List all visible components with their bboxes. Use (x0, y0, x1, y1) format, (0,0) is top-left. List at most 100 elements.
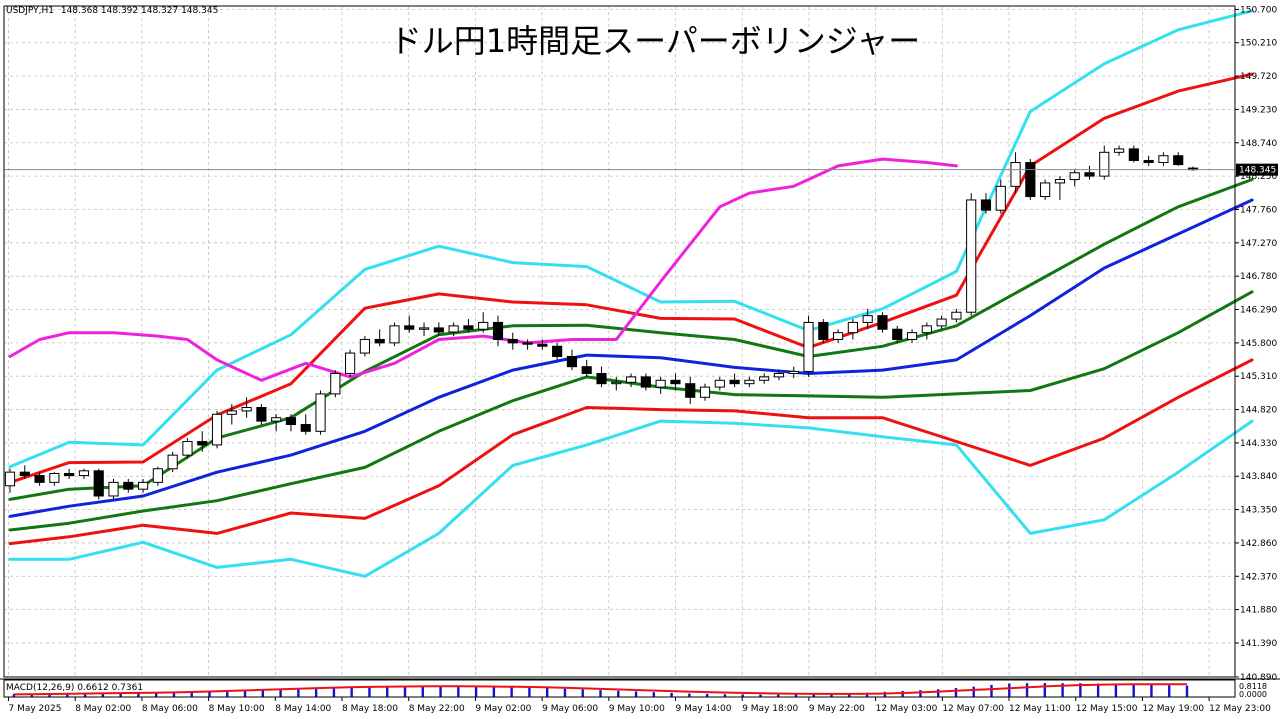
x-tick-label: 8 May 18:00 (342, 704, 398, 714)
candle (1173, 152, 1184, 166)
candle (788, 366, 799, 379)
macd-bar (12, 693, 16, 697)
candle (492, 315, 504, 347)
candle-body-down (670, 379, 681, 385)
candle-body-down (980, 199, 992, 211)
candle-body-up (655, 379, 666, 388)
candle (49, 472, 60, 486)
macd-bar (243, 690, 247, 697)
candle (936, 315, 947, 330)
candle (478, 312, 489, 333)
chart-axes: 148.345 (3, 5, 1278, 701)
y-tick-label: 147.270 (1240, 239, 1277, 249)
macd-bar (492, 686, 496, 697)
candle-body-up (1158, 155, 1169, 164)
candle (921, 322, 932, 340)
candle-body-up (1054, 179, 1065, 184)
candle (611, 376, 622, 391)
band-line-chikou (8, 157, 958, 382)
candle-body-up (359, 338, 370, 354)
macd-bar (581, 689, 584, 697)
candle-body-up (211, 413, 223, 446)
macd-bar (1150, 684, 1153, 697)
candle-body-down (640, 376, 651, 388)
x-tick-label: 8 May 02:00 (75, 704, 131, 714)
x-tick-label: 12 May 03:00 (876, 704, 938, 714)
candle (19, 465, 30, 479)
candle (759, 373, 770, 384)
candle-body-up (803, 321, 814, 372)
candle (1084, 165, 1095, 180)
y-tick-label: 146.780 (1240, 272, 1277, 282)
macd-bar (723, 694, 727, 697)
candle (818, 319, 829, 343)
candle-body-up (788, 370, 799, 374)
band-line-outer-lower (8, 419, 1254, 578)
candle (1040, 179, 1051, 200)
candle (803, 315, 814, 377)
macd-bar (777, 694, 780, 697)
candle (862, 308, 873, 330)
candle-body-down (537, 343, 548, 347)
macd-bar (688, 693, 691, 697)
axis-labels: 150.700 150.210 149.720 149.230 148.740 148.2… (9, 5, 1278, 714)
macd-bar (66, 693, 69, 697)
macd-bar (297, 689, 300, 697)
candle (1187, 166, 1199, 171)
macd-scale-top: 0.8118 (1239, 682, 1267, 691)
macd-bar (1061, 683, 1064, 697)
macd-bar (528, 687, 531, 697)
candle-body-up (167, 454, 178, 470)
candle-body-down (64, 473, 75, 477)
candle-body-down (1025, 162, 1036, 198)
y-tick-label: 149.230 (1240, 105, 1277, 115)
candle-body-up (1040, 182, 1051, 198)
x-tick-label: 9 May 14:00 (676, 704, 732, 714)
macd-bar (865, 692, 869, 697)
macd-bar (954, 688, 958, 697)
candle (699, 383, 711, 401)
candle-body-up (4, 471, 16, 487)
x-tick-label: 7 May 2025 (9, 704, 62, 714)
candle (773, 370, 785, 381)
macd-bar (208, 691, 211, 697)
candle-body-down (19, 471, 30, 477)
candle-body-up (389, 325, 400, 344)
macd-bar (1043, 683, 1047, 697)
candle (1143, 155, 1154, 166)
candle-body-up (744, 379, 755, 385)
macd-bar (1079, 683, 1082, 697)
candle-body-down (877, 315, 888, 330)
band-line-lower-1 (8, 290, 1254, 532)
candle (1099, 145, 1110, 180)
candle-body-down (123, 481, 134, 490)
candle-body-up (773, 372, 785, 378)
candle (182, 438, 193, 459)
candle-body-up (966, 199, 977, 313)
y-tick-label: 150.210 (1240, 39, 1277, 49)
candle (625, 373, 637, 388)
macd-bar (101, 693, 105, 697)
macd-bar (137, 692, 140, 697)
last-price-label: 148.345 (1239, 166, 1276, 176)
candle (995, 179, 1006, 214)
macd-bar (332, 688, 336, 697)
macd-label: MACD(12,26,9) 0.6612 0.7361 (6, 683, 143, 693)
candle-body-up (995, 185, 1006, 211)
y-tick-label: 143.840 (1240, 472, 1277, 482)
macd-bar (759, 694, 762, 697)
candle-body-up (152, 468, 163, 483)
candle-body-down (300, 424, 311, 432)
candle (581, 359, 592, 377)
y-tick-label: 145.800 (1240, 339, 1277, 349)
candle-body-down (729, 379, 740, 385)
macd-bar (457, 686, 460, 697)
candle (389, 322, 400, 347)
candle (241, 397, 252, 418)
candle-body-down (463, 325, 474, 330)
macd-bar (421, 686, 424, 697)
macd-bar (652, 692, 656, 697)
x-tick-label: 12 May 23:00 (1209, 704, 1271, 714)
x-tick-label: 8 May 14:00 (275, 704, 331, 714)
